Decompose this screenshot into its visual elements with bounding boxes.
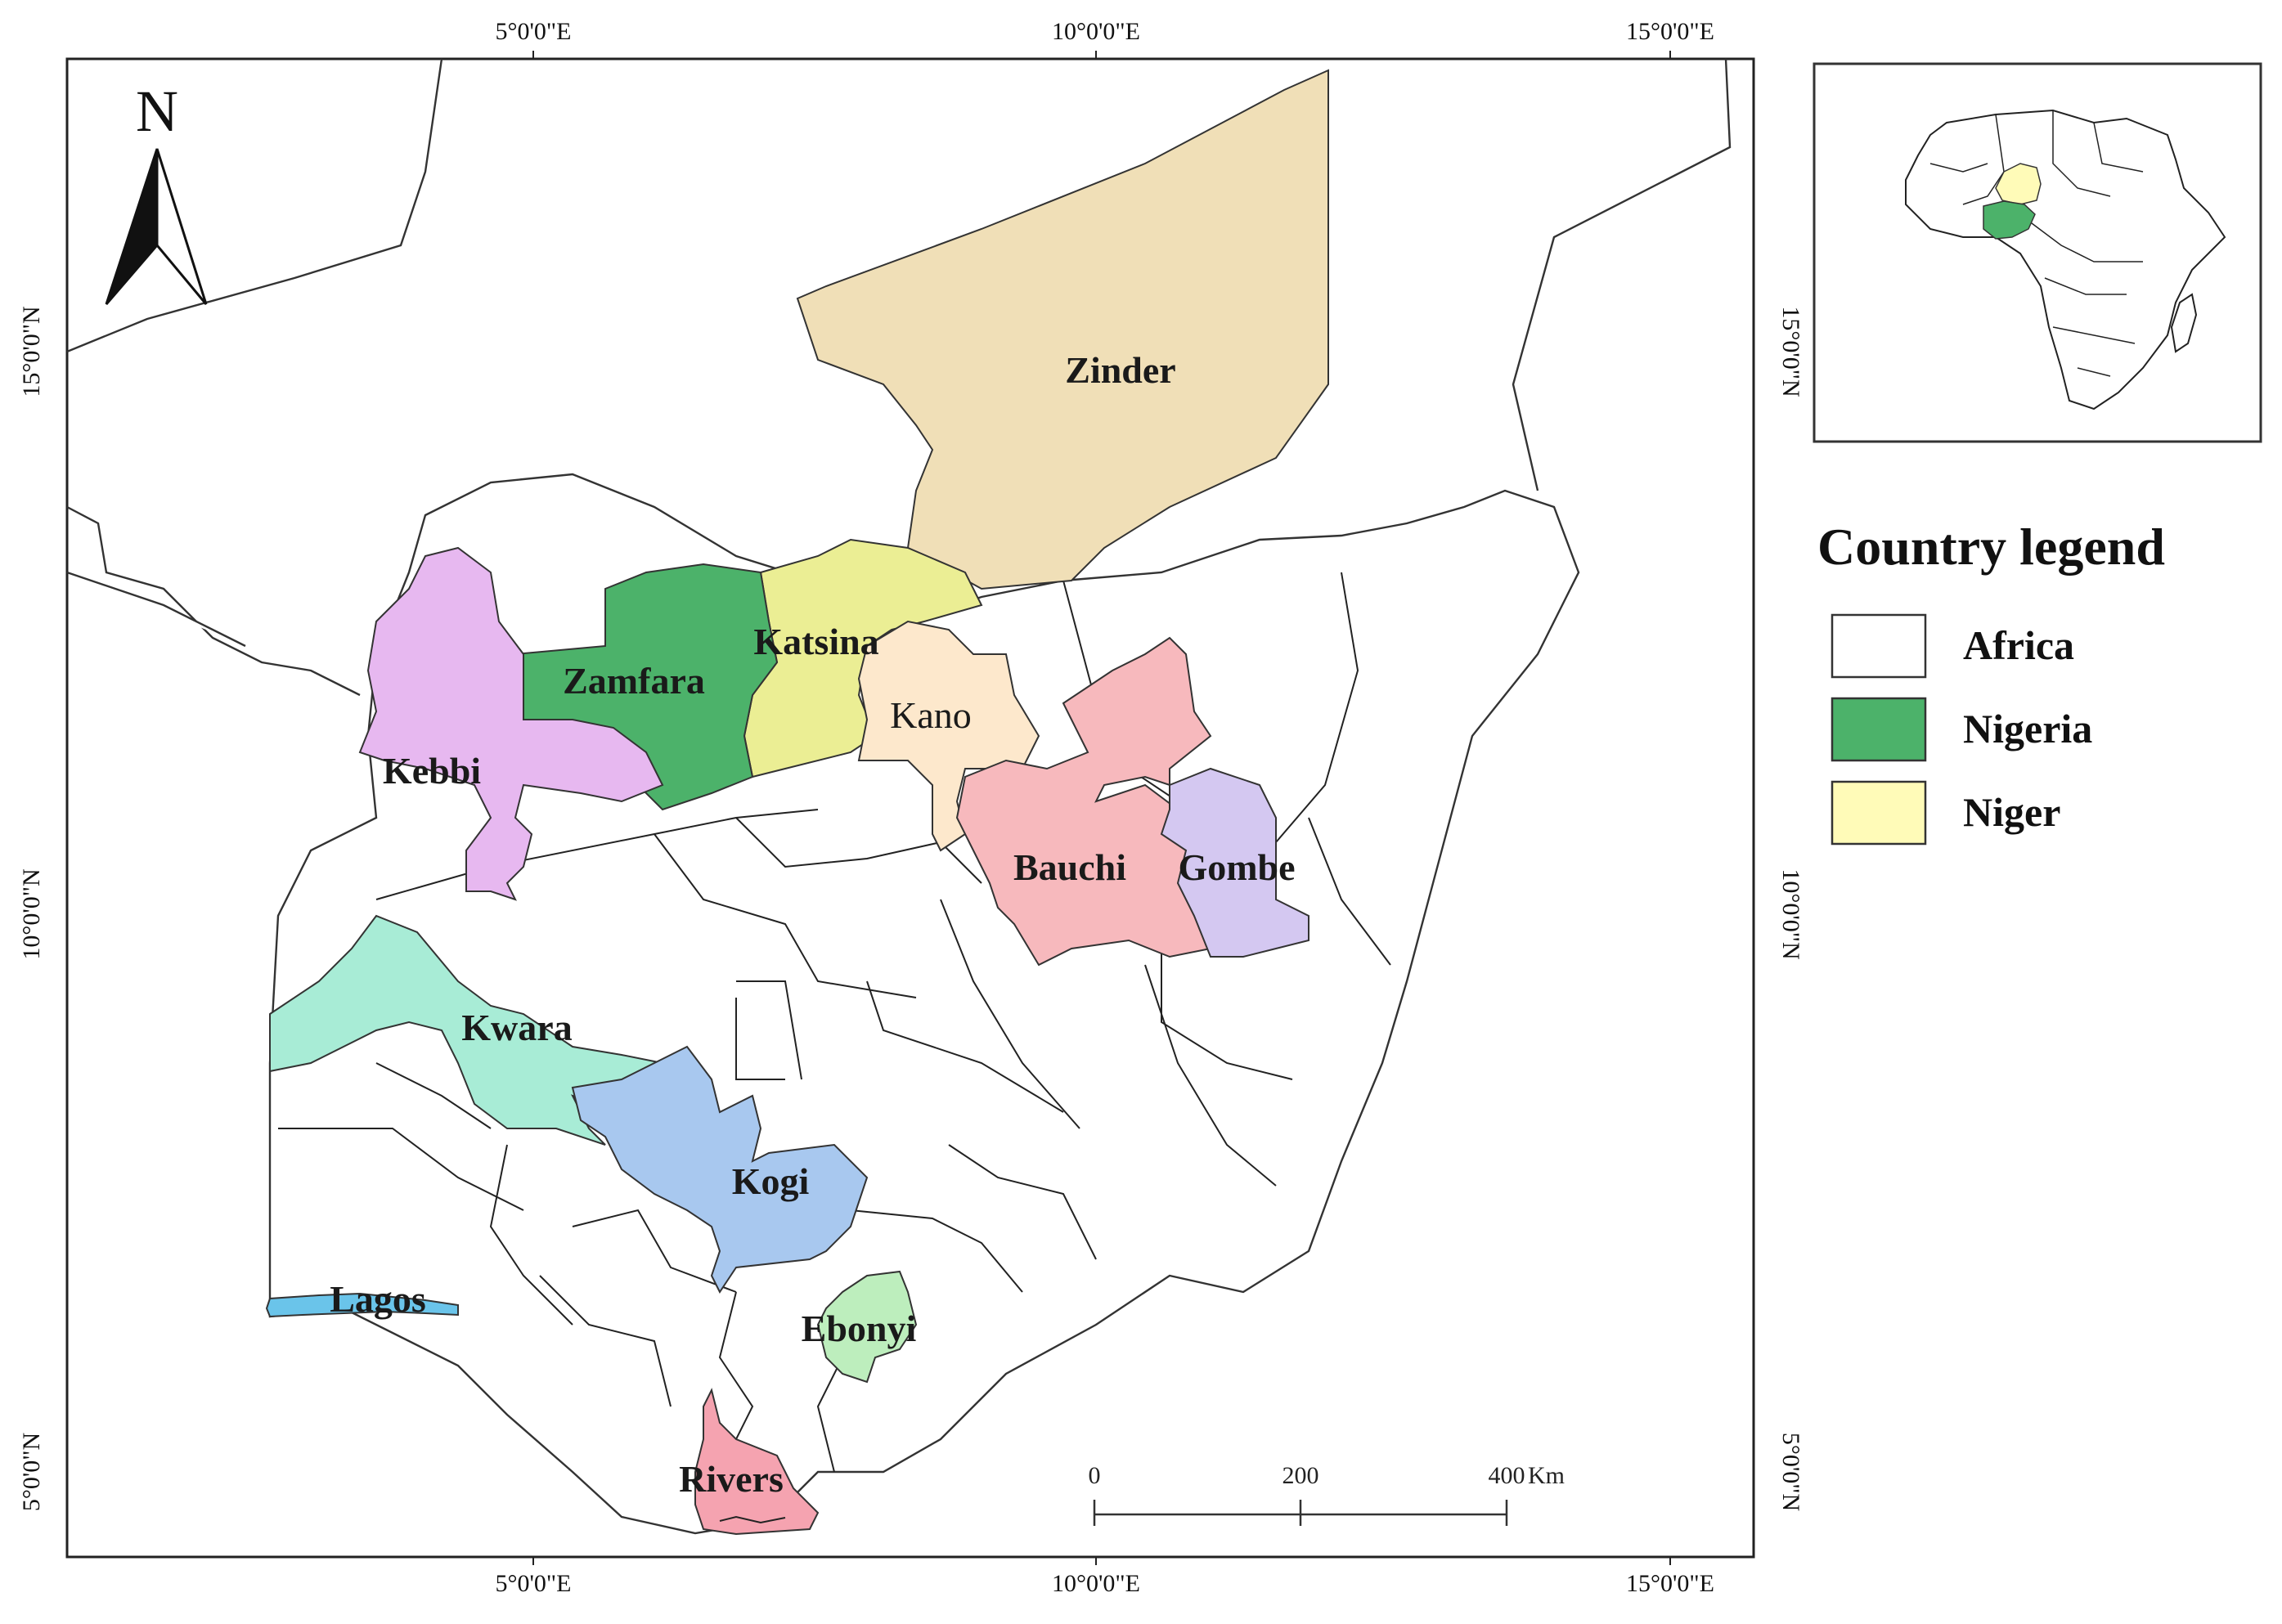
inset-niger	[1995, 163, 2042, 205]
legend-label-nigeria: Nigeria	[1963, 706, 2092, 751]
north-arrow-light-half	[155, 148, 208, 305]
region-kano	[857, 620, 1040, 852]
label-zamfara: Zamfara	[563, 660, 705, 702]
admin-line	[940, 899, 1080, 1129]
admin-line	[866, 980, 1064, 1113]
admin-line	[539, 1275, 672, 1407]
inset-border-line	[2028, 220, 2143, 262]
region-ebonyi	[816, 1270, 918, 1384]
coord-top-15e: 15°0'0"E	[1626, 18, 1714, 45]
inset-border-line	[1962, 114, 2005, 205]
coord-right-5n: 5°0'0"N	[1777, 1433, 1804, 1511]
country-legend: Country legend Africa Nigeria Niger	[1817, 518, 2165, 846]
inset-nigeria	[1983, 200, 2036, 240]
inset-border-line	[1929, 163, 1988, 173]
inset-border-line	[2044, 277, 2127, 295]
region-labels: Zinder Katsina Zamfara Kebbi Kano Bauchi…	[330, 349, 1295, 1500]
region-kogi	[571, 1045, 869, 1294]
madagascar	[2170, 293, 2198, 353]
legend-title: Country legend	[1817, 518, 2165, 576]
admin-line	[654, 833, 917, 998]
admin-line	[375, 1062, 492, 1129]
label-zinder: Zinder	[1065, 349, 1175, 391]
admin-line	[735, 998, 785, 1080]
label-rivers: Rivers	[679, 1458, 784, 1500]
border-line-benin	[66, 505, 361, 697]
coordinate-ticks	[532, 51, 1671, 1565]
border-line-west	[66, 58, 443, 353]
coord-bottom-5e: 5°0'0"E	[496, 1570, 572, 1597]
label-gombe: Gombe	[1178, 846, 1295, 888]
border-line-benin-2	[66, 571, 246, 648]
label-kogi: Kogi	[732, 1160, 810, 1202]
label-kano: Kano	[890, 694, 972, 736]
legend-swatch-niger	[1831, 780, 1927, 846]
region-lagos	[265, 1292, 459, 1318]
coord-left-10n: 10°0'0"N	[18, 868, 45, 959]
scale-tick-400: 400	[1489, 1462, 1525, 1489]
scale-tick-0: 0	[1089, 1462, 1101, 1489]
coord-bottom-10e: 10°0'0"E	[1052, 1570, 1140, 1597]
legend-swatch-nigeria	[1831, 697, 1927, 762]
label-kwara: Kwara	[461, 1007, 572, 1048]
label-ebonyi: Ebonyi	[802, 1308, 917, 1349]
africa-outline	[1905, 109, 2226, 410]
border-line-north	[1512, 58, 1732, 491]
coord-top-10e: 10°0'0"E	[1052, 18, 1140, 45]
admin-line	[948, 1144, 1097, 1260]
inset-border-line	[2052, 110, 2111, 197]
admin-line	[572, 1209, 737, 1293]
coastline-detail	[719, 1515, 786, 1524]
inset-borders	[1929, 110, 2144, 377]
region-rivers	[694, 1388, 820, 1536]
top-coordinates: 5°0'0"E 10°0'0"E 15°0'0"E	[496, 18, 1714, 45]
coord-left-15n: 15°0'0"N	[18, 306, 45, 397]
neighbouring-countries	[66, 58, 1732, 697]
label-katsina: Katsina	[753, 621, 878, 662]
right-coordinates: 15°0'0"N 10°0'0"N 5°0'0"N	[1777, 306, 1804, 1511]
legend-label-niger: Niger	[1963, 789, 2060, 835]
coord-bottom-15e: 15°0'0"E	[1626, 1570, 1714, 1597]
label-lagos: Lagos	[330, 1278, 426, 1320]
coord-right-10n: 10°0'0"N	[1777, 868, 1804, 959]
left-coordinates: 15°0'0"N 10°0'0"N 5°0'0"N	[18, 306, 45, 1511]
scale-tick-200: 200	[1283, 1462, 1319, 1489]
region-kwara	[269, 914, 672, 1146]
north-arrow-label: N	[136, 79, 178, 144]
region-kebbi	[358, 546, 664, 901]
label-kebbi: Kebbi	[383, 750, 481, 792]
admin-line	[489, 1144, 573, 1326]
admin-line	[278, 1128, 524, 1211]
coord-right-15n: 15°0'0"N	[1777, 306, 1804, 397]
inset-border-line	[2052, 326, 2136, 344]
scale-bar: 0 200 400 Km	[1089, 1462, 1565, 1526]
region-gombe	[1160, 767, 1309, 958]
region-zinder	[796, 69, 1329, 590]
highlighted-regions	[265, 69, 1329, 1536]
inset-africa-map	[1813, 62, 2262, 443]
admin-line	[735, 817, 982, 884]
legend-swatch-africa	[1831, 613, 1927, 679]
legend-label-africa: Africa	[1963, 622, 2074, 668]
admin-line	[1308, 817, 1391, 966]
admin-line	[850, 1209, 1023, 1293]
label-bauchi: Bauchi	[1013, 846, 1126, 888]
admin-line	[1161, 932, 1293, 1080]
inset-border-line	[2093, 122, 2144, 173]
admin-line	[1275, 572, 1359, 843]
scale-unit: Km	[1528, 1462, 1565, 1489]
coord-left-5n: 5°0'0"N	[18, 1433, 45, 1511]
coord-top-5e: 5°0'0"E	[496, 18, 572, 45]
admin-line	[736, 980, 802, 1080]
bottom-coordinates: 5°0'0"E 10°0'0"E 15°0'0"E	[496, 1570, 1714, 1597]
inset-border-line	[2077, 367, 2111, 377]
north-arrow: N	[105, 79, 208, 305]
